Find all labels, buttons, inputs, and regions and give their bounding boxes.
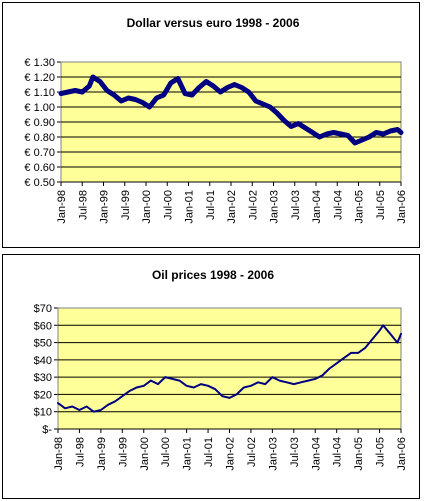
x-tick-label: Jan-03 [269,190,281,224]
y-tick-label: € 1.10 [24,87,55,99]
x-tick-label: Jan-04 [311,190,323,224]
y-tick-label: $40 [34,355,52,367]
x-tick-label: Jan-00 [139,437,151,471]
x-tick-label: Jan-00 [141,190,153,224]
y-tick-label: $50 [34,338,52,350]
oil-price-chart-panel: Oil prices 1998 - 2006 $- $10 $20 $30 $40 $50… [2,254,420,499]
x-tick-label: Jan-02 [225,437,237,471]
x-tick-label: Jan-06 [396,190,408,224]
x-tick-label: Jan-98 [53,437,65,471]
x-tick-label: Jul-05 [375,190,387,220]
y-tick-label: € 0.70 [24,147,55,159]
x-tick-label: Jan-99 [96,437,108,471]
x-tick-label: Jul-03 [290,190,302,220]
x-tick-label: Jan-03 [267,437,279,471]
x-tick-label: Jul-99 [120,190,132,220]
x-tick-label: Jul-98 [74,437,86,467]
y-tick-label: $- [42,424,52,436]
x-tick-label: Jul-04 [332,437,344,467]
x-tick-label: Jul-99 [117,437,129,467]
x-tick-label: Jan-06 [396,437,408,471]
y-tick-label: $60 [34,320,52,332]
x-tick-label: Jul-02 [247,190,259,220]
y-tick-label: € 1.30 [24,57,55,69]
x-tick-label: Jul-00 [162,190,174,220]
chart-title: Dollar versus euro 1998 - 2006 [127,16,300,30]
y-tick-label: € 1.20 [24,72,55,84]
x-tick-label: Jul-05 [375,437,387,467]
x-tick-label: Jan-02 [226,190,238,224]
x-tick-label: Jul-01 [205,190,217,220]
plot-area [57,307,402,430]
x-tick-label: Jul-98 [77,190,89,220]
y-tick-label: € 0.80 [24,132,55,144]
y-tick-label: € 1.00 [24,102,55,114]
y-tick-label: $70 [34,303,52,315]
x-tick-label: Jan-01 [182,437,194,471]
exchange-rate-chart: Dollar versus euro 1998 - 2006 € 0.50 € 0… [24,16,408,224]
exchange-rate-chart-panel: Dollar versus euro 1998 - 2006 € 0.50 € 0… [2,2,420,248]
series-line [58,74,404,146]
y-tick-label: $10 [34,407,52,419]
x-tick-label: Jan-99 [99,190,111,224]
x-tick-label: Jul-04 [332,190,344,220]
y-tick-label: $30 [34,372,52,384]
oil-price-chart: Oil prices 1998 - 2006 $- $10 $20 $30 $40 $50… [34,268,408,471]
y-tick-label: € 0.50 [24,177,55,189]
x-tick-label: Jan-05 [353,437,365,471]
x-tick-label: Jul-01 [203,437,215,467]
y-tick-label: € 0.90 [24,117,55,129]
x-tick-label: Jul-03 [289,437,301,467]
y-tick-label: $20 [34,389,52,401]
chart-title: Oil prices 1998 - 2006 [152,268,274,282]
x-tick-label: Jan-04 [310,437,322,471]
x-tick-label: Jul-02 [246,437,258,467]
series-line [57,324,402,413]
x-tick-label: Jan-98 [56,190,68,224]
x-tick-label: Jul-00 [160,437,172,467]
x-tick-label: Jan-05 [354,190,366,224]
y-tick-label: € 0.60 [24,162,55,174]
x-tick-label: Jan-01 [184,190,196,224]
